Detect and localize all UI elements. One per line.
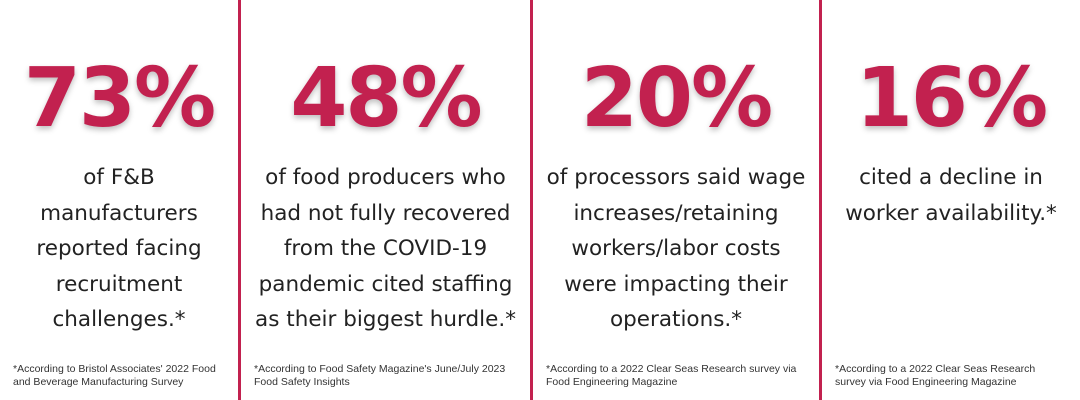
stat-source-3: *According to a 2022 Clear Seas Research… (546, 363, 815, 389)
source-line: survey via Food Engineering Magazine (835, 376, 1017, 388)
description-line: of food producers who (265, 165, 506, 190)
description-line: from the COVID-19 (283, 236, 488, 261)
divider-1 (238, 0, 241, 400)
description-line: cited a decline in (859, 165, 1043, 190)
description-line: reported facing (36, 236, 202, 261)
source-line: *According to Food Safety Magazine's Jun… (254, 363, 506, 375)
stat-panel-4: 16% cited a decline in worker availabili… (822, 0, 1080, 400)
description-line: of processors said wage (546, 165, 806, 190)
stat-panel-3: 20% of processors said wage increases/re… (533, 0, 819, 400)
divider-3 (819, 0, 822, 400)
source-line: Food Engineering Magazine (546, 376, 678, 388)
stat-description-1: of F&B manufacturers reported facing rec… (0, 160, 238, 338)
stat-source-4: *According to a 2022 Clear Seas Research… (835, 363, 1076, 389)
source-line: *According to a 2022 Clear Seas Research… (546, 363, 797, 375)
description-line: as their biggest hurdle.* (255, 307, 516, 332)
stat-percent-3: 20% (580, 51, 773, 146)
stat-panel-2: 48% of food producers who had not fully … (241, 0, 530, 400)
divider-2 (530, 0, 533, 400)
description-line: of F&B (83, 165, 155, 190)
stat-percent-1: 73% (23, 51, 216, 146)
description-line: pandemic cited staffing (258, 271, 513, 297)
description-line: manufacturers (40, 200, 198, 226)
stat-description-2: of food producers who had not fully reco… (241, 160, 530, 338)
description-line: worker availability.* (845, 200, 1057, 226)
description-line: had not fully recovered (260, 200, 511, 226)
description-line: increases/retaining (573, 200, 779, 226)
source-line: *According to a 2022 Clear Seas Research (835, 363, 1036, 375)
stat-source-2: *According to Food Safety Magazine's Jun… (254, 363, 526, 389)
description-line: operations.* (609, 307, 742, 332)
stat-description-3: of processors said wage increases/retain… (533, 160, 819, 338)
description-line: were impacting their (564, 271, 788, 297)
source-line: Food Safety Insights (254, 376, 350, 388)
source-line: and Beverage Manufacturing Survey (13, 376, 184, 388)
source-line: *According to Bristol Associates' 2022 F… (13, 363, 216, 375)
stat-percent-4: 16% (855, 51, 1048, 146)
stat-panel-1: 73% of F&B manufacturers reported facing… (0, 0, 238, 400)
stat-description-4: cited a decline in worker availability.* (822, 160, 1080, 231)
stat-percent-2: 48% (290, 51, 482, 146)
description-line: workers/labor costs (571, 236, 781, 261)
description-line: challenges.* (52, 307, 186, 332)
description-line: recruitment (55, 271, 183, 297)
stat-source-1: *According to Bristol Associates' 2022 F… (13, 363, 234, 389)
